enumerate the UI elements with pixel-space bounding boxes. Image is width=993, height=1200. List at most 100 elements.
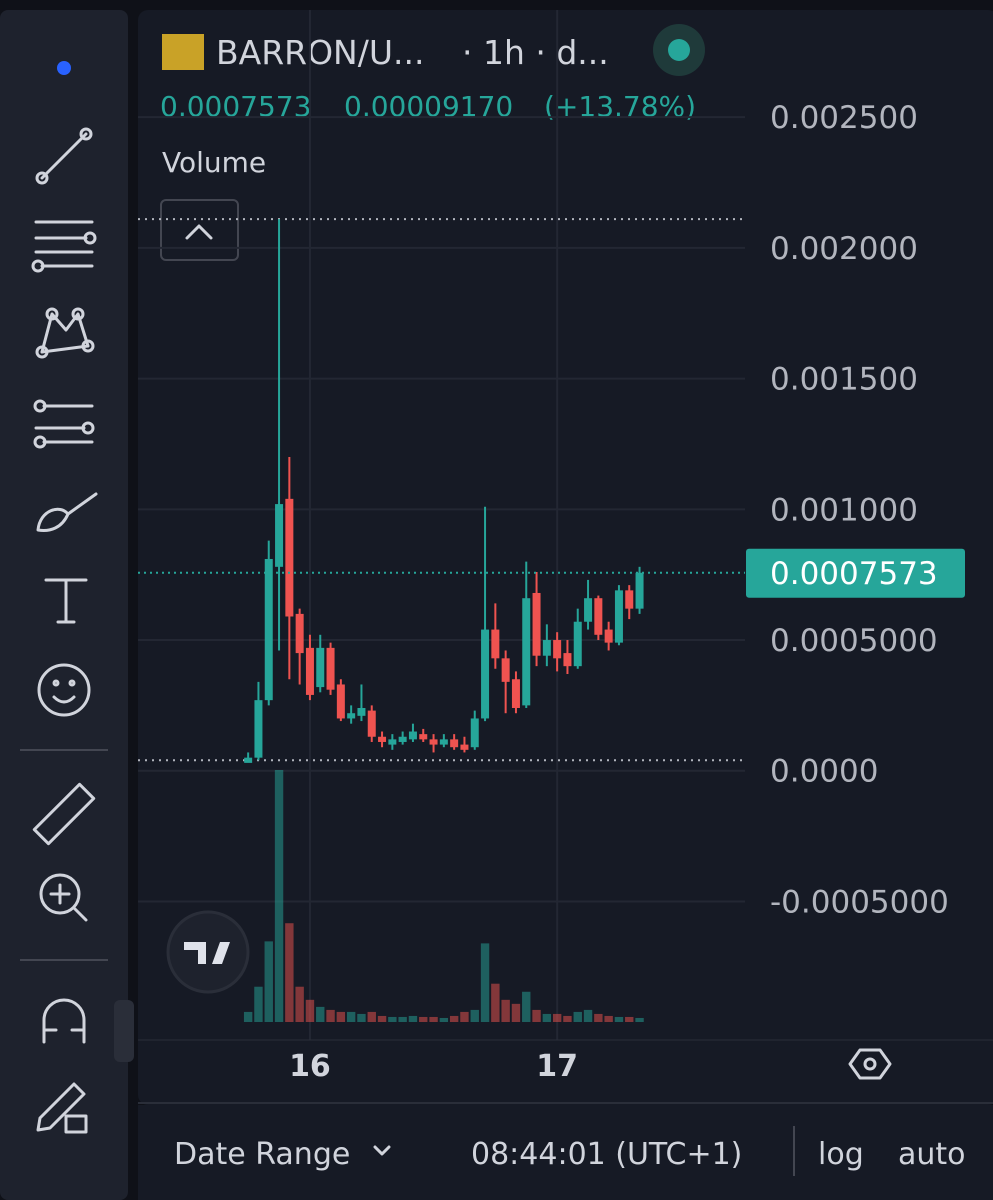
candle-body [357, 707, 366, 716]
lock-tool[interactable] [36, 1082, 88, 1134]
volume-bar [439, 1017, 449, 1022]
x-tick-label: 16 [289, 1049, 331, 1084]
collapse-handle[interactable] [114, 1000, 134, 1062]
log-toggle[interactable]: log [818, 1137, 864, 1172]
text-tool[interactable] [44, 578, 88, 624]
candle-body [336, 684, 345, 719]
candle-body [542, 640, 551, 656]
volume-bar [264, 941, 273, 1022]
last-price-box [746, 548, 965, 598]
volume-bar [429, 1016, 438, 1022]
volume-bar [542, 1013, 552, 1022]
y-tick-label: 0.002000 [770, 231, 918, 267]
zoom-tool[interactable] [39, 873, 88, 922]
candle-body [275, 504, 284, 567]
volume-bar [449, 1015, 459, 1022]
candle-body [264, 558, 273, 701]
clock[interactable]: 08:44:01 (UTC+1) [471, 1137, 742, 1172]
chart-panel [138, 10, 993, 1105]
candle-body [553, 640, 562, 659]
dropdown-arrow [373, 1145, 391, 1156]
volume-bar [563, 1015, 572, 1022]
y-tick-label: 0.001000 [770, 492, 918, 528]
volume-bar [346, 1011, 356, 1022]
magnet-tool[interactable] [42, 998, 86, 1044]
chevron [185, 224, 213, 240]
volume-bar [480, 943, 490, 1022]
candle-body [398, 736, 407, 742]
ruler-tool[interactable] [32, 782, 96, 846]
brush-tool[interactable] [36, 492, 98, 532]
tv-logo[interactable] [166, 910, 250, 994]
y-tick-label: 0.001500 [770, 362, 918, 398]
volume-bar [398, 1016, 407, 1022]
y-tick-label: 0.0000 [770, 754, 878, 790]
candle-body [347, 713, 356, 719]
y-tick-label: 0.0005000 [770, 623, 938, 659]
date-range[interactable]: Date Range [174, 1137, 350, 1172]
candle-body [573, 621, 582, 667]
volume-bar [501, 999, 510, 1022]
toolbar-icons[interactable] [20, 61, 134, 1134]
candle-body [604, 629, 613, 643]
candle-body [244, 757, 253, 763]
volume-bar [377, 1015, 387, 1022]
candle-body [378, 736, 387, 742]
volume-bar [614, 1016, 624, 1022]
volume-bar [367, 1011, 376, 1022]
interval[interactable]: · 1h · d... [462, 33, 609, 72]
candle-body [584, 598, 593, 622]
candle-body [460, 744, 469, 750]
forecast-tool[interactable] [33, 399, 95, 449]
volume-bar [635, 1017, 644, 1022]
volume-bar [460, 1011, 469, 1022]
volume-bar [316, 1006, 325, 1022]
candle-body [491, 629, 500, 659]
volume-bar [326, 1009, 335, 1022]
volume-bar [625, 1016, 634, 1022]
settings-icon[interactable] [848, 1048, 892, 1080]
fib-tool[interactable] [31, 220, 97, 273]
emoji-tool[interactable] [37, 663, 91, 717]
collapse-button[interactable] [160, 199, 239, 261]
dot [57, 61, 71, 75]
candle-body [450, 739, 459, 748]
volume-bar [388, 1016, 397, 1022]
candle-body [511, 679, 520, 708]
candle-body [501, 658, 510, 682]
y-tick-label: -0.0005000 [770, 884, 949, 920]
volume-bar [604, 1015, 613, 1022]
candle-body [305, 647, 314, 695]
tv-logo-mark [184, 942, 230, 964]
volume-bar [274, 770, 284, 1022]
auto-toggle[interactable]: auto [898, 1137, 966, 1172]
candle-body [522, 598, 531, 706]
x-tick-label: 17 [536, 1049, 578, 1084]
pattern-tool[interactable] [35, 307, 95, 359]
volume-bar [254, 986, 263, 1022]
candle-body [481, 629, 490, 719]
bottom-bar [138, 1105, 993, 1200]
volume-bar [305, 999, 315, 1022]
plot: 0.002500 0.002000 0.001500 0.001000 0.000500… [138, 10, 965, 1084]
symbol-icon [162, 34, 204, 70]
volume-bar [491, 983, 500, 1022]
volume-bar [552, 1013, 562, 1022]
volume-bar [295, 986, 304, 1022]
volume-bar [243, 1011, 253, 1022]
volume-label: Volume [162, 146, 266, 179]
candle-body [532, 592, 541, 656]
candle-body [419, 734, 428, 740]
volume-bar [522, 991, 531, 1022]
toolbar [0, 10, 128, 1200]
volume-bar [357, 1013, 366, 1022]
candle-body [635, 572, 644, 609]
symbol[interactable]: BARRON/U... [216, 33, 424, 72]
candle-body [326, 647, 335, 690]
trendline-tool[interactable] [35, 127, 93, 185]
status-dot [668, 39, 690, 61]
volume-bar [285, 923, 294, 1022]
volume-bar [511, 1003, 521, 1022]
